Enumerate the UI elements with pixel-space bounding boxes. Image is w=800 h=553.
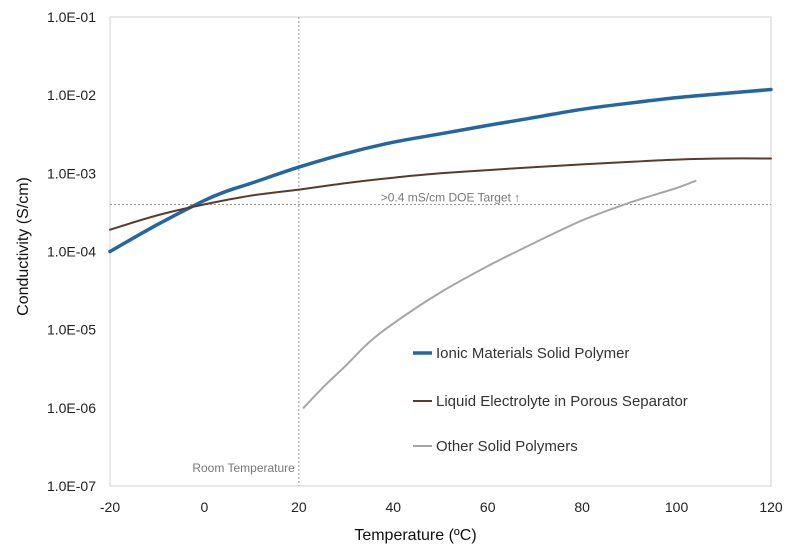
x-tick-label: 60 [480, 499, 496, 515]
y-tick-label: 1.0E-07 [47, 478, 96, 494]
room-temperature-label: Room Temperature [192, 461, 295, 475]
x-axis-title: Temperature (ºC) [354, 527, 476, 544]
doe-target-label: >0.4 mS/cm DOE Target ↑ [381, 190, 521, 204]
y-tick-label: 1.0E-04 [47, 244, 96, 260]
series-layer [108, 87, 773, 409]
legend-label-liquid-electrolyte: Liquid Electrolyte in Porous Separator [436, 393, 688, 410]
x-axis-ticks: -20 0 20 40 60 80 100 120 [100, 499, 783, 515]
x-tick-label: 20 [291, 499, 307, 515]
x-tick-label: 40 [385, 499, 401, 515]
x-tick-label: -20 [100, 499, 120, 515]
y-tick-label: 1.0E-06 [47, 400, 96, 416]
x-tick-label: 0 [201, 499, 209, 515]
plot-area-frame [109, 16, 772, 487]
y-tick-label: 1.0E-02 [47, 87, 96, 103]
reference-lines: >0.4 mS/cm DOE Target ↑ Room Temperature [110, 17, 771, 486]
y-tick-label: 1.0E-03 [47, 165, 96, 181]
x-tick-label: 80 [574, 499, 590, 515]
legend: Ionic Materials Solid Polymer Liquid Ele… [413, 345, 688, 455]
y-tick-label: 1.0E-05 [47, 322, 96, 338]
series-line-liquid-electrolyte [109, 157, 772, 231]
series-line-ionic-materials [108, 87, 773, 254]
x-tick-label: 100 [665, 499, 689, 515]
y-axis-title: Conductivity (S/cm) [15, 177, 32, 316]
legend-label-other-solid-polymers: Other Solid Polymers [436, 438, 578, 455]
series-line-other-solid-polymers [302, 179, 697, 409]
y-axis-ticks: 1.0E-07 1.0E-06 1.0E-05 1.0E-04 1.0E-03 1.0E-… [47, 9, 96, 494]
x-tick-label: 120 [759, 499, 783, 515]
y-tick-label: 1.0E-01 [47, 9, 96, 25]
legend-label-ionic-materials: Ionic Materials Solid Polymer [436, 345, 629, 362]
